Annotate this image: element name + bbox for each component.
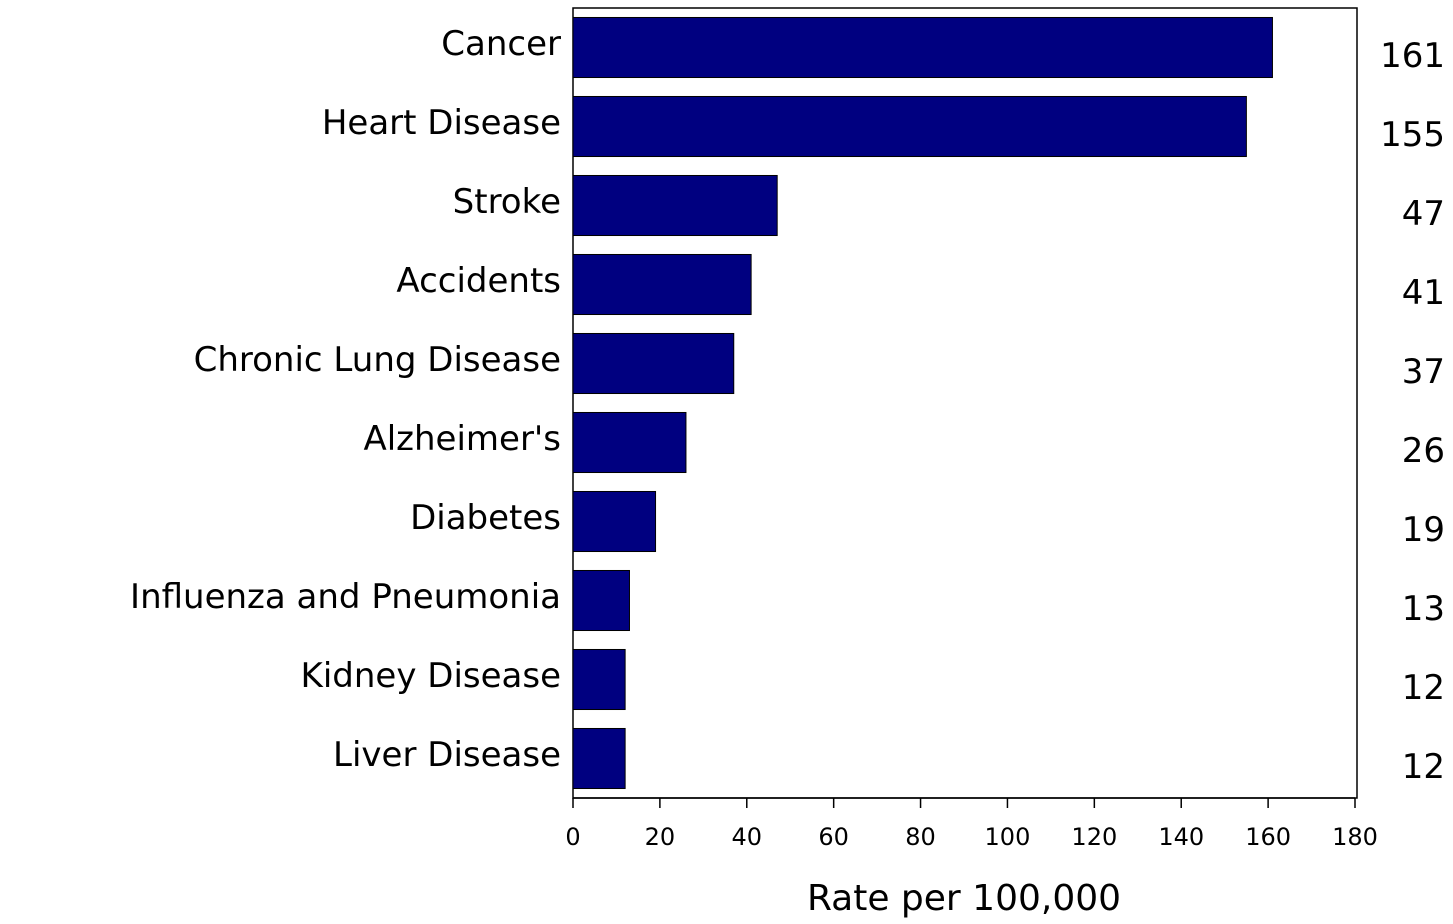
data-label: 47 xyxy=(1402,194,1445,234)
bar xyxy=(572,253,752,316)
x-axis-label: Rate per 100,000 xyxy=(807,878,1121,919)
data-label: 19 xyxy=(1402,510,1445,550)
y-tick-label: Cancer xyxy=(441,24,561,64)
bar xyxy=(572,490,657,553)
x-tick-label: 160 xyxy=(1245,823,1291,851)
x-tick-label: 40 xyxy=(732,823,763,851)
x-tick-label: 0 xyxy=(565,823,580,851)
bar xyxy=(572,332,735,395)
y-tick-label: Stroke xyxy=(453,182,561,222)
data-label: 155 xyxy=(1380,115,1445,155)
data-label: 161 xyxy=(1380,36,1445,76)
x-tick-label: 140 xyxy=(1158,823,1204,851)
x-tick-label: 100 xyxy=(985,823,1031,851)
data-label: 41 xyxy=(1402,273,1445,313)
data-label: 37 xyxy=(1402,352,1445,392)
data-label: 13 xyxy=(1402,589,1445,629)
x-tick-label: 120 xyxy=(1071,823,1117,851)
data-label: 12 xyxy=(1402,668,1445,708)
x-tick-label: 180 xyxy=(1332,823,1378,851)
y-tick-label: Alzheimer's xyxy=(363,419,561,459)
y-tick-label: Accidents xyxy=(396,261,561,301)
data-label: 26 xyxy=(1402,431,1445,471)
bar xyxy=(572,727,626,790)
y-tick-label: Kidney Disease xyxy=(301,656,561,696)
bar xyxy=(572,411,687,474)
bar xyxy=(572,569,630,632)
y-tick-label: Chronic Lung Disease xyxy=(194,340,561,380)
x-tick-label: 20 xyxy=(645,823,676,851)
data-label: 12 xyxy=(1402,747,1445,787)
y-tick-label: Heart Disease xyxy=(322,103,561,143)
x-tick-label: 80 xyxy=(905,823,936,851)
bar xyxy=(572,95,1247,158)
y-tick-label: Liver Disease xyxy=(333,735,561,775)
y-tick-label: Diabetes xyxy=(410,498,561,538)
y-tick-label: Influenza and Pneumonia xyxy=(130,577,561,617)
x-tick-label: 60 xyxy=(818,823,849,851)
bar xyxy=(572,174,778,237)
bar xyxy=(572,16,1273,79)
bar xyxy=(572,648,626,711)
